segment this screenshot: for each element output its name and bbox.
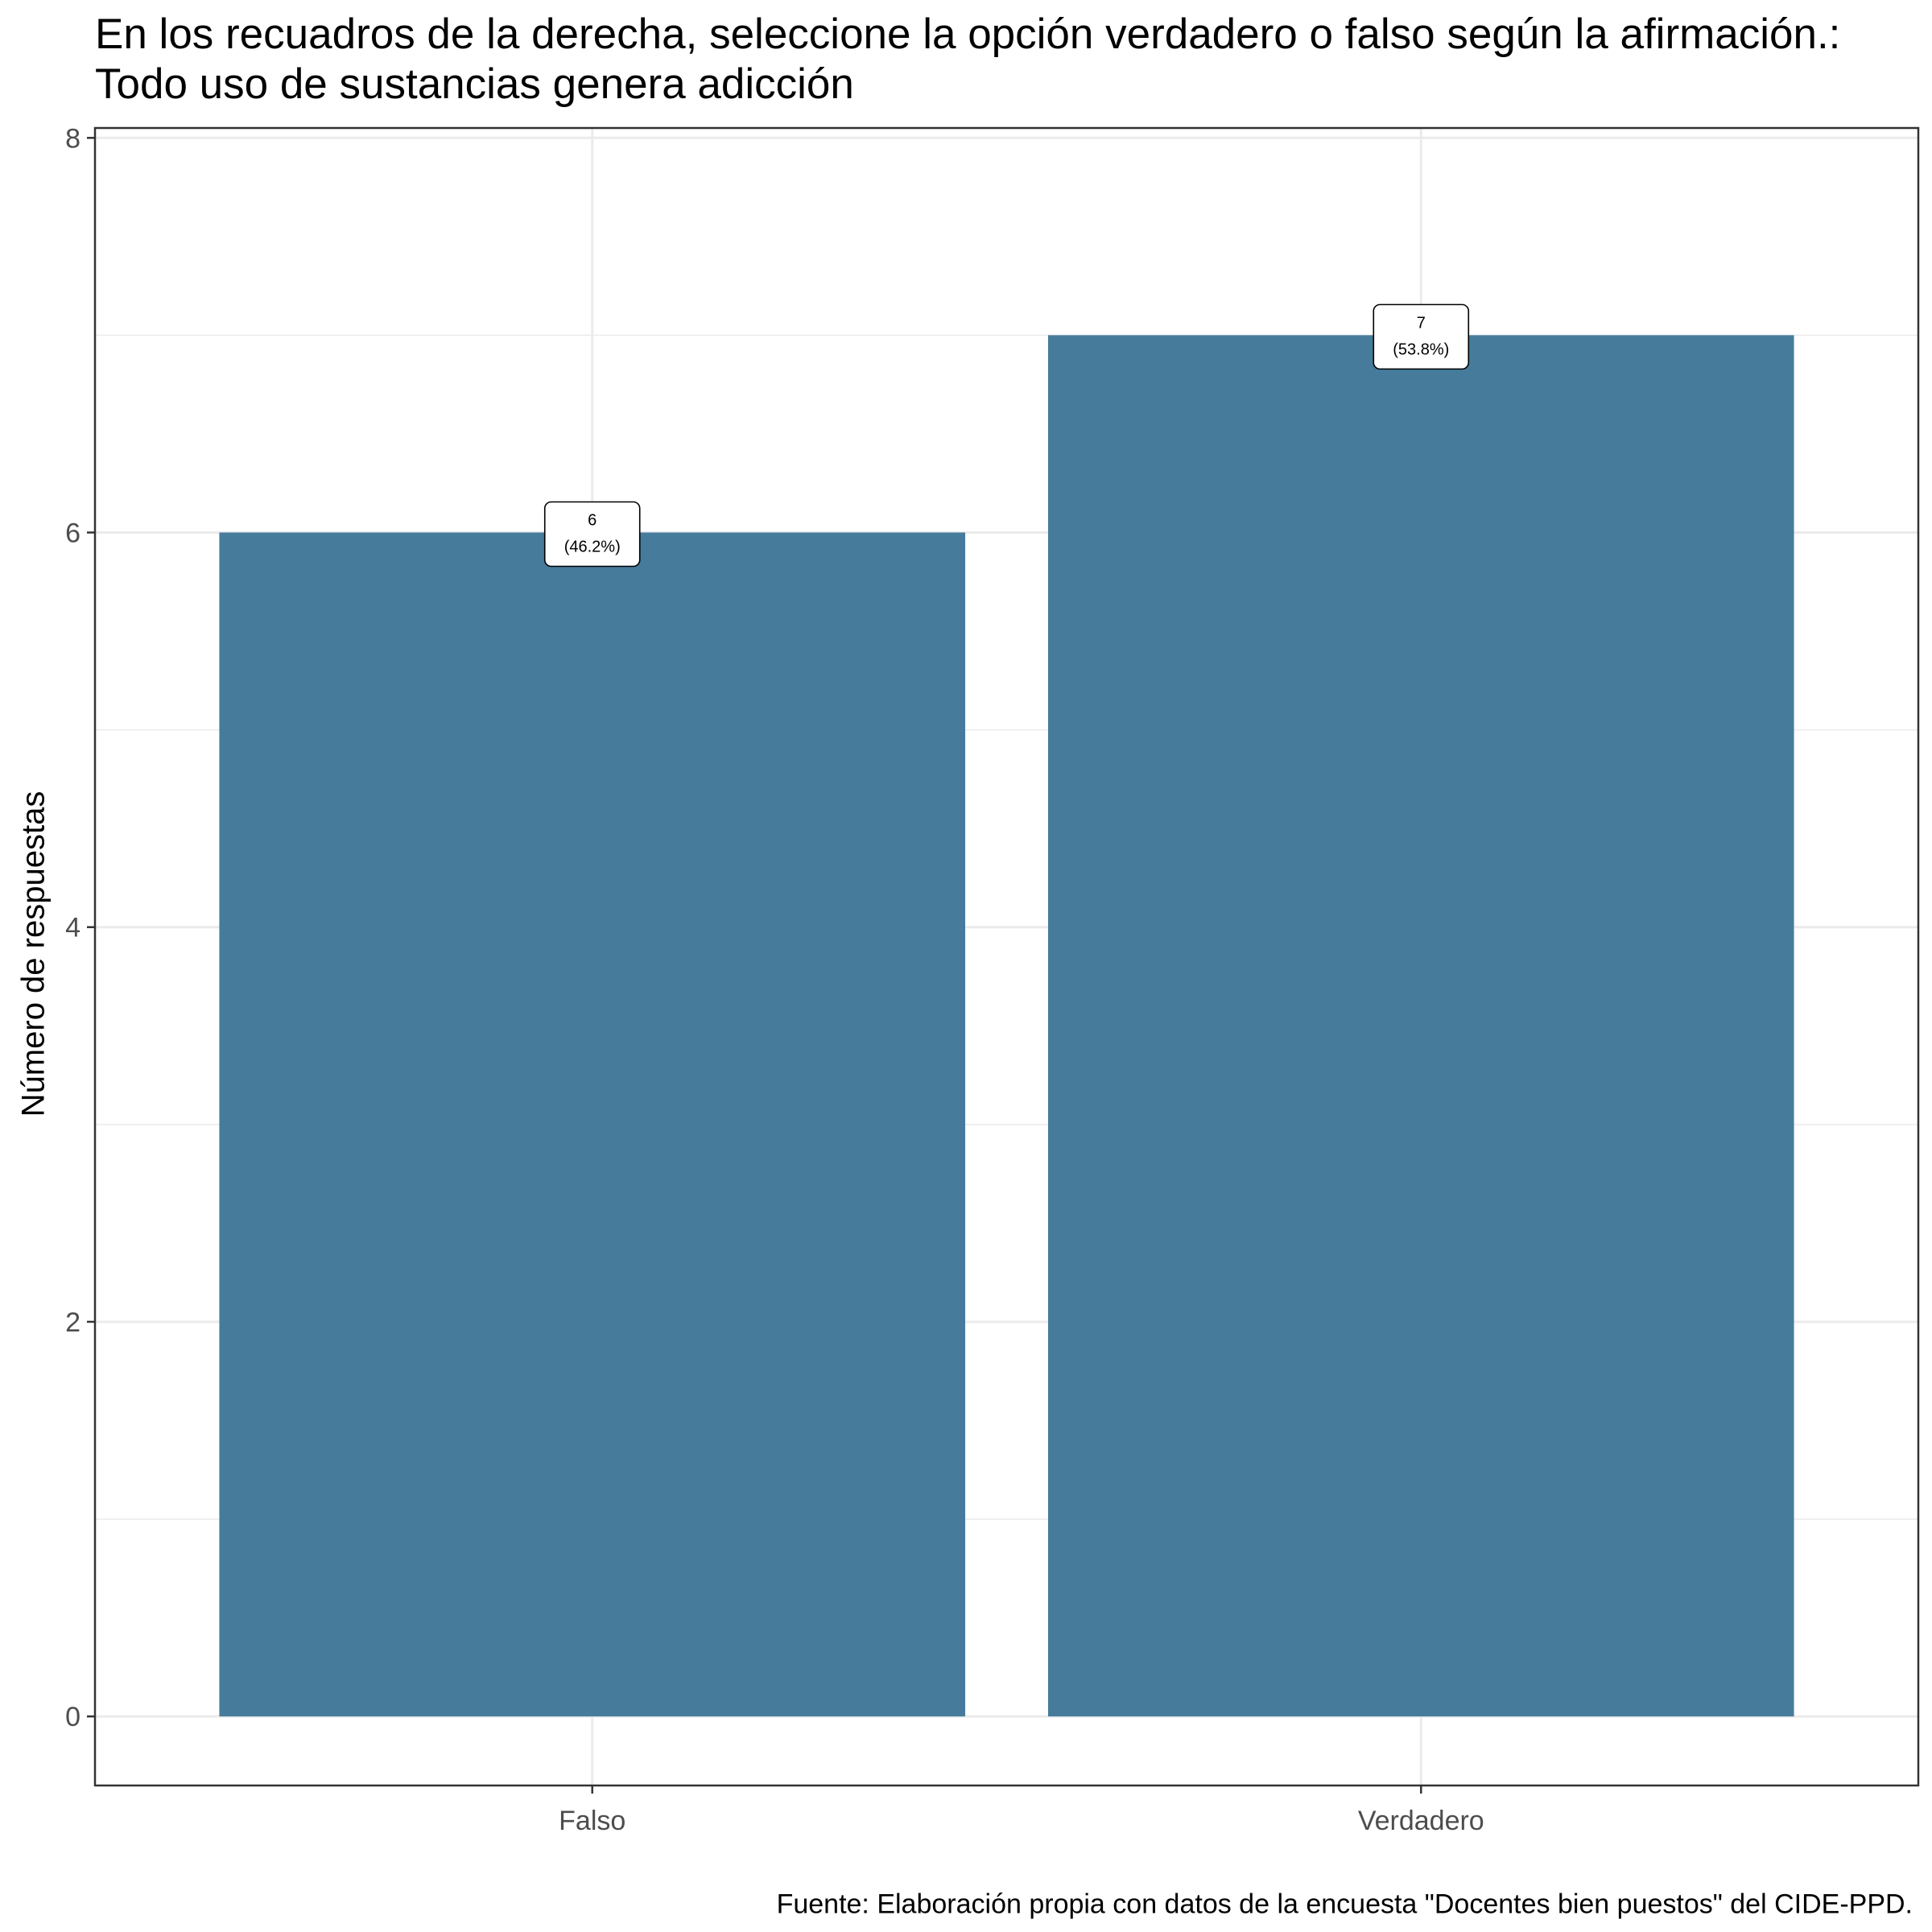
y-tick-label: 2: [65, 1307, 80, 1338]
bar-falso: [219, 532, 966, 1717]
data-label-count: 6: [588, 511, 597, 529]
y-tick-label: 6: [65, 518, 80, 548]
data-label-box: [543, 501, 641, 568]
panel-border: [93, 126, 1920, 1787]
data-label-percent: (53.8%): [1393, 341, 1449, 358]
y-tick-label: 0: [65, 1702, 80, 1732]
bar-verdadero: [1047, 335, 1794, 1717]
data-label-count: 7: [1417, 314, 1426, 332]
chart-caption: Fuente: Elaboración propia con datos de …: [776, 1889, 1913, 1920]
data-label-box: [1373, 303, 1470, 370]
y-tick-label: 8: [65, 123, 80, 154]
chart-title: En los recuadros de la derecha, seleccio…: [95, 10, 1841, 108]
y-tick-label: 4: [65, 913, 80, 943]
data-label-percent: (46.2%): [564, 538, 621, 555]
x-tick-label: Falso: [559, 1806, 625, 1836]
x-tick-label: Verdadero: [1358, 1806, 1484, 1836]
